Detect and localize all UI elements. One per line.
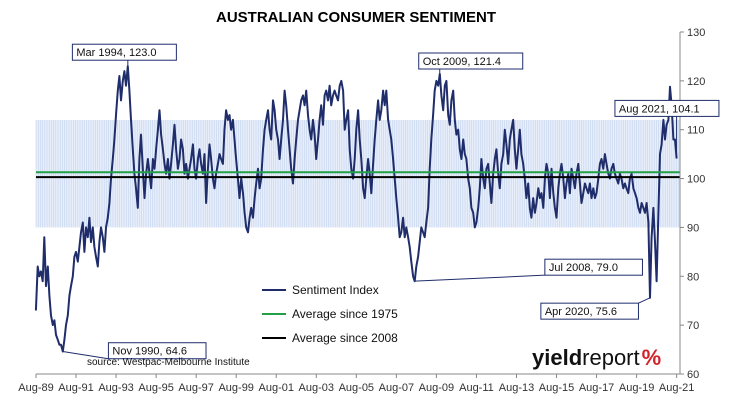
x-tick-label: Aug-11 [459,382,494,394]
annotation-leader [638,297,651,304]
chart-title: AUSTRALIAN CONSUMER SENTIMENT [216,9,496,26]
x-tick-label: Aug-17 [579,382,614,394]
x-tick-label: Aug-91 [58,382,93,394]
x-tick-label: Aug-03 [299,382,334,394]
annotations: Mar 1994, 123.0 Oct 2009, 121.4 Aug 2021, … [62,43,720,360]
logo-text: yieldreport% [532,345,661,370]
plot-area [34,65,680,353]
legend-label: Sentiment Index [292,283,379,297]
annotation-box [418,52,524,70]
y-tick-label: 110 [687,125,705,137]
x-tick-label: Aug-97 [178,382,213,394]
x-tick-label: Aug-01 [259,382,294,394]
annotation-label: Jul 2008, 79.0 [549,262,618,274]
legend-label: Average since 1975 [292,307,398,321]
annotation-label: Oct 2009, 121.4 [423,56,501,68]
annotation-box [540,302,639,320]
y-tick-label: 70 [687,320,699,332]
x-tick-label: Aug-93 [98,382,133,394]
legend: Sentiment Index Average since 1975 Average… [262,283,398,345]
annotation-label: Mar 1994, 123.0 [76,47,156,59]
x-tick-label: Aug-15 [539,382,574,394]
annotation-box [614,99,720,117]
x-axis: Aug-89 Aug-91 Aug-93 Aug-95 Aug-97 Aug-99 Aug-… [18,373,694,394]
annotation-label: Apr 2020, 75.6 [545,306,617,318]
annotation-leader [62,351,109,360]
legend-label: Average since 2008 [292,331,398,345]
annotation-box [544,258,643,276]
x-tick-label: Aug-07 [379,382,414,394]
y-tick-label: 80 [687,271,699,283]
annotation-label: Nov 1990, 64.6 [112,346,187,358]
x-tick-label: Aug-89 [18,382,53,394]
y-tick-label: 60 [687,369,699,381]
x-tick-label: Aug-13 [499,382,534,394]
annotation-box [71,43,177,61]
source-note: source: Westpac-Melbourne Institute [87,357,250,368]
annotation-label: Aug 2021, 104.1 [619,103,700,115]
y-tick-label: 100 [687,174,705,186]
y-axis: 60 70 80 90 100 110 120 130 [679,27,705,381]
annotation-leader [414,274,545,282]
x-tick-label: Aug-99 [218,382,253,394]
x-tick-label: Aug-19 [619,382,654,394]
y-tick-label: 130 [687,27,705,39]
x-tick-label: Aug-09 [419,382,454,394]
y-tick-label: 120 [687,76,705,88]
sentiment-index-line [34,65,678,353]
x-tick-label: Aug-05 [339,382,374,394]
x-tick-label: Aug-95 [138,382,173,394]
x-tick-label: Aug-21 [659,382,694,394]
yieldreport-logo: yieldreport% [532,345,661,370]
y-tick-label: 90 [687,222,699,234]
annotation-box [107,342,207,360]
